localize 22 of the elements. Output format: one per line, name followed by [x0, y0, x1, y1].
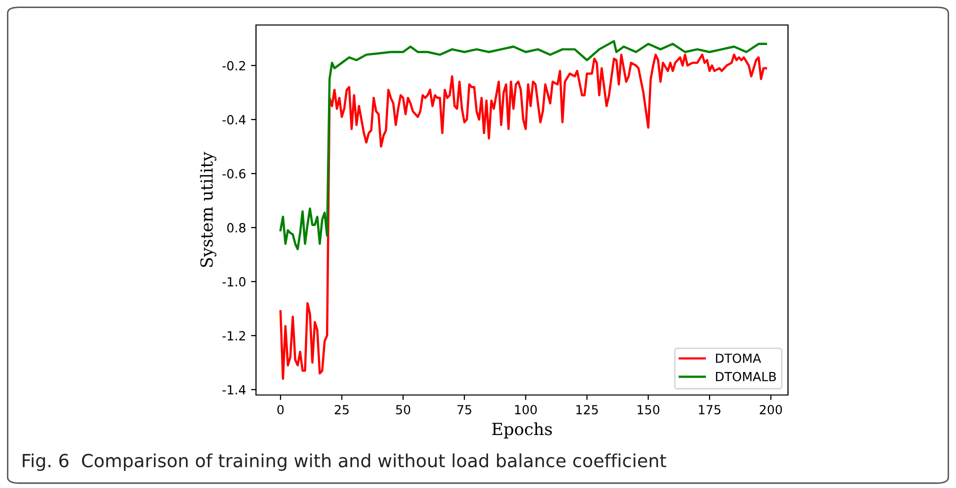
- x-tick-label: 75: [457, 405, 472, 414]
- y-tick-label: 0.8: [227, 223, 246, 232]
- y-tick-label: -1.4: [222, 385, 246, 394]
- x-tick-label: 175: [698, 405, 720, 414]
- x-tick-label: 200: [760, 404, 782, 414]
- caption: Fig. 6 Comparison of training with and without load balance coefficient: [22, 453, 666, 471]
- y-tick-label: -0.2: [222, 60, 246, 70]
- legend-label: DTOMA: [716, 354, 762, 363]
- line-series: [279, 40, 768, 250]
- y-tick-label: -1.2: [222, 331, 246, 340]
- y-tick-label: -1.0: [222, 277, 246, 286]
- x-tick-label: 150: [638, 404, 660, 414]
- x-tick-label: 100: [515, 404, 537, 414]
- x-tick-label: 125: [576, 404, 598, 414]
- x-axis-title: Epochs: [492, 422, 552, 439]
- y-axis-title: System utility: [200, 152, 216, 267]
- x-tick-label: 0: [277, 404, 284, 414]
- y-tick-label: -0.4: [222, 114, 246, 124]
- x-tick-label: 25: [334, 404, 349, 414]
- legend-label: DTOMALB: [716, 372, 776, 382]
- y-tick-label: -0.6: [222, 169, 246, 178]
- x-tick-label: 50: [396, 404, 410, 414]
